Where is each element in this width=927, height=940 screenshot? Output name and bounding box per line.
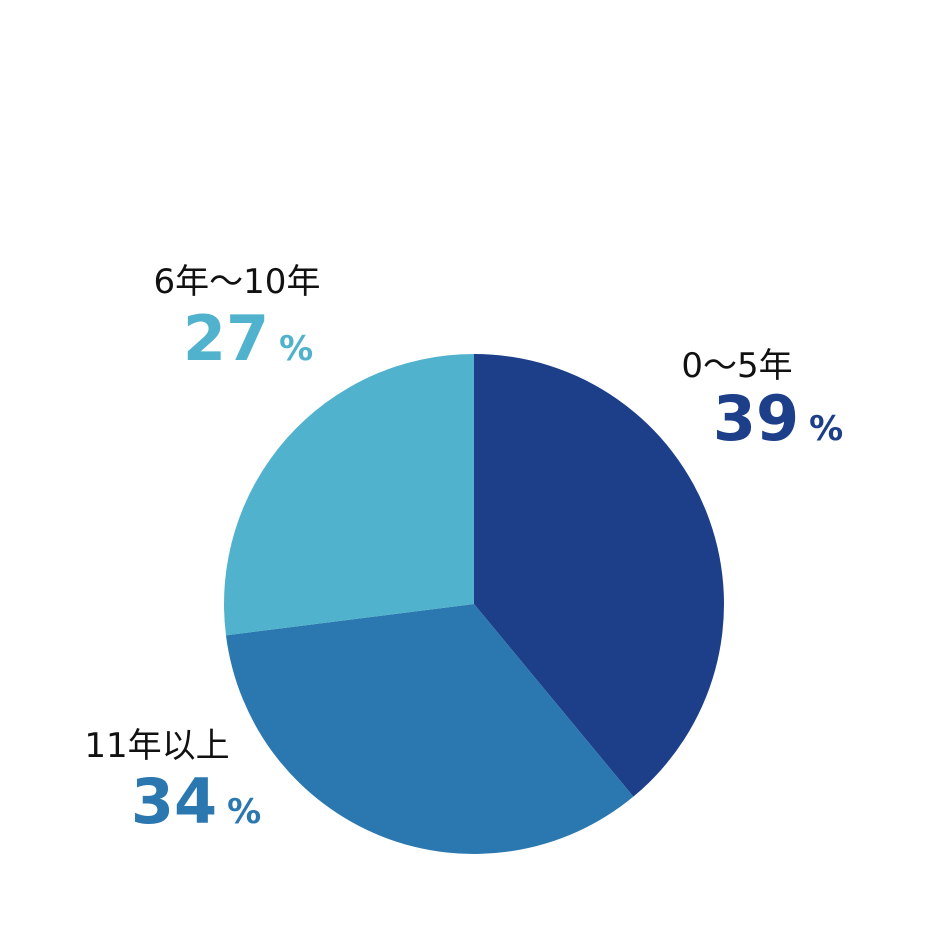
slice-label: 11年以上	[84, 726, 229, 766]
value-label: 39%	[713, 382, 843, 455]
value-number: 39	[713, 382, 799, 455]
value-label: 34%	[131, 765, 261, 838]
pie-slice	[224, 354, 474, 636]
value-number: 27	[183, 302, 269, 375]
slice-label: 0〜5年	[681, 346, 792, 386]
value-suffix: %	[809, 409, 843, 449]
pie-slice	[225, 604, 634, 855]
slice-label: 6年〜10年	[154, 262, 321, 302]
value-label: 27%	[183, 302, 313, 375]
pie-slice	[474, 354, 725, 797]
value-suffix: %	[279, 329, 313, 369]
value-suffix: %	[227, 792, 261, 832]
value-number: 34	[131, 765, 217, 838]
